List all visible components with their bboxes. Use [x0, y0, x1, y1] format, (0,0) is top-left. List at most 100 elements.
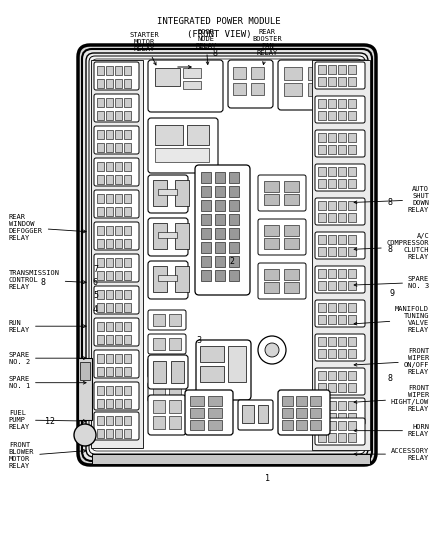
Bar [348, 401, 356, 410]
Bar [258, 405, 268, 423]
Bar [338, 413, 346, 422]
Bar [284, 181, 299, 192]
Bar [348, 201, 356, 210]
Bar [97, 258, 104, 267]
Bar [328, 337, 336, 346]
Bar [124, 98, 131, 107]
Bar [97, 303, 104, 312]
Bar [171, 361, 184, 383]
FancyBboxPatch shape [148, 395, 186, 435]
Text: A/C
COMPRESSOR
CLUTCH
RELAY: A/C COMPRESSOR CLUTCH RELAY [354, 233, 429, 260]
FancyBboxPatch shape [94, 382, 139, 410]
Bar [115, 79, 122, 88]
Bar [318, 201, 326, 210]
Text: SPARE
NO. 2: SPARE NO. 2 [9, 352, 86, 365]
Bar [200, 366, 224, 382]
Bar [318, 235, 326, 244]
Bar [338, 383, 346, 392]
Bar [233, 83, 246, 95]
Bar [348, 133, 356, 142]
FancyBboxPatch shape [148, 382, 186, 402]
Bar [229, 186, 239, 197]
Bar [318, 433, 326, 442]
Bar [169, 314, 181, 326]
Bar [124, 79, 131, 88]
Bar [308, 83, 326, 96]
Bar [328, 371, 336, 380]
Bar [328, 77, 336, 86]
FancyBboxPatch shape [148, 175, 188, 213]
Bar [348, 349, 356, 358]
Bar [229, 256, 239, 267]
Bar [348, 167, 356, 176]
Bar [215, 242, 225, 253]
Bar [97, 79, 104, 88]
Bar [97, 130, 104, 139]
Bar [201, 270, 211, 281]
Bar [124, 354, 131, 363]
Bar [229, 228, 239, 239]
FancyBboxPatch shape [94, 62, 139, 90]
FancyBboxPatch shape [258, 219, 306, 255]
Bar [201, 228, 211, 239]
Bar [242, 405, 254, 423]
FancyBboxPatch shape [315, 398, 365, 425]
Bar [228, 346, 246, 382]
Text: SPARE
NO. 3: SPARE NO. 3 [354, 276, 429, 289]
Bar [106, 79, 113, 88]
FancyBboxPatch shape [315, 62, 365, 89]
Bar [264, 269, 279, 280]
Bar [296, 408, 307, 418]
Bar [318, 383, 326, 392]
Text: FRONT
WIPER
ON/OFF
RELAY: FRONT WIPER ON/OFF RELAY [354, 348, 429, 375]
FancyBboxPatch shape [315, 300, 365, 327]
Bar [106, 416, 113, 425]
Bar [229, 172, 239, 183]
Bar [264, 181, 279, 192]
Bar [97, 111, 104, 120]
Bar [233, 67, 246, 79]
Bar [296, 420, 307, 430]
Bar [348, 99, 356, 108]
Text: FRONT
BLOWER
MOTOR
RELAY: FRONT BLOWER MOTOR RELAY [9, 442, 86, 469]
Bar [153, 180, 167, 206]
FancyBboxPatch shape [94, 350, 139, 378]
Circle shape [74, 424, 96, 446]
Bar [328, 235, 336, 244]
Bar [106, 367, 113, 376]
Bar [97, 239, 104, 248]
Bar [106, 271, 113, 280]
Bar [106, 303, 113, 312]
Bar [183, 68, 201, 78]
Bar [338, 235, 346, 244]
Text: 12: 12 [46, 417, 55, 425]
Bar [264, 238, 279, 249]
FancyBboxPatch shape [94, 318, 139, 346]
Bar [328, 349, 336, 358]
Bar [318, 269, 326, 278]
Bar [97, 367, 104, 376]
Bar [155, 68, 180, 86]
Text: REAR
WINDOW
DEFOGGER
RELAY: REAR WINDOW DEFOGGER RELAY [9, 214, 86, 241]
Bar [106, 111, 113, 120]
Bar [97, 271, 104, 280]
Bar [97, 226, 104, 235]
Bar [338, 167, 346, 176]
Bar [175, 223, 189, 249]
Bar [312, 60, 370, 450]
Bar [348, 337, 356, 346]
Bar [201, 242, 211, 253]
Bar [338, 179, 346, 188]
FancyBboxPatch shape [92, 59, 362, 451]
Bar [124, 271, 131, 280]
Bar [106, 130, 113, 139]
Bar [115, 303, 122, 312]
Bar [169, 416, 181, 429]
Text: 5: 5 [93, 292, 98, 300]
Bar [97, 143, 104, 152]
Bar [124, 429, 131, 438]
Text: 8: 8 [212, 49, 217, 58]
Bar [338, 433, 346, 442]
Bar [328, 315, 336, 324]
Bar [106, 226, 113, 235]
